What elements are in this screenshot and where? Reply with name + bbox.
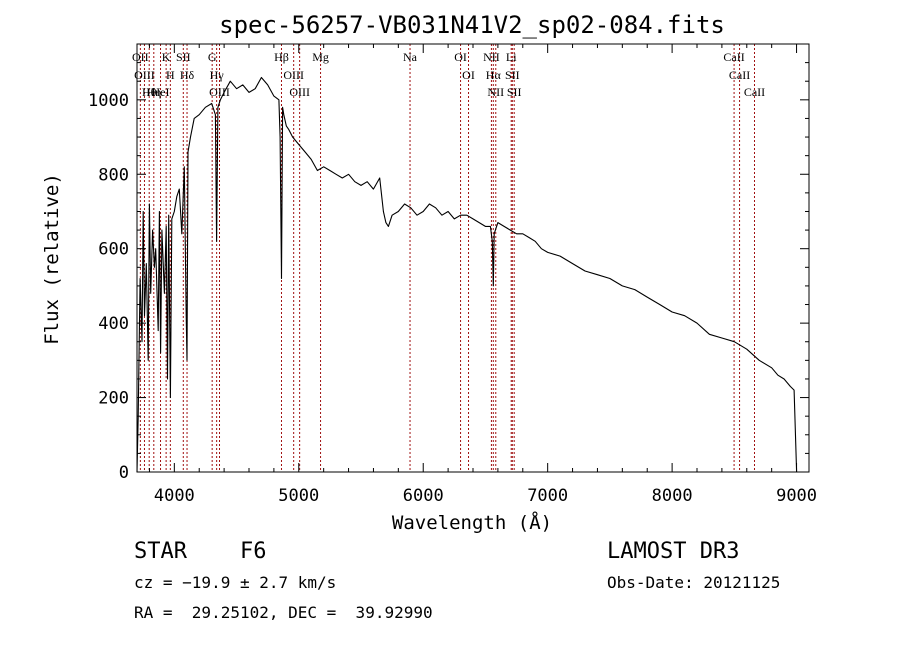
obs-date: Obs-Date: 20121125 — [607, 573, 781, 592]
line-label: OI — [462, 68, 475, 82]
x-tick-label: 4000 — [154, 486, 195, 506]
x-tick-label: 5000 — [278, 486, 319, 506]
line-label: OIII — [209, 85, 230, 99]
x-tick-label: 8000 — [652, 486, 693, 506]
line-label: Hη — [146, 85, 161, 99]
line-label: OII — [132, 50, 149, 64]
spectrum-series — [136, 76, 798, 473]
cz-value: cz = −19.9 ± 2.7 km/s — [134, 573, 337, 592]
y-tick-label: 600 — [98, 240, 129, 260]
line-label: G — [208, 50, 217, 64]
line-label: OIII — [134, 68, 155, 82]
y-tick-label: 400 — [98, 314, 129, 334]
y-tick-label: 800 — [98, 165, 129, 185]
line-label: Li — [506, 50, 517, 64]
line-label: OI — [454, 50, 467, 64]
y-tick-label: 200 — [98, 389, 129, 409]
y-axis-label: Flux (relative) — [41, 173, 63, 345]
line-label: H — [166, 68, 175, 82]
line-label: Hδ — [180, 68, 195, 82]
line-label: Hγ — [210, 68, 225, 82]
class-label: STAR — [134, 539, 187, 564]
line-label: SII — [507, 85, 522, 99]
coordinates: RA = 29.25102, DEC = 39.92990 — [134, 603, 433, 622]
x-tick-label: 9000 — [776, 486, 817, 506]
line-label: OIII — [289, 85, 310, 99]
line-label: Hβ — [274, 50, 289, 64]
x-tick-label: 6000 — [403, 486, 444, 506]
line-label: NII — [487, 85, 504, 99]
line-label: CaII — [744, 85, 765, 99]
line-label: Na — [403, 50, 418, 64]
line-label: NII — [483, 50, 500, 64]
line-label: HeI — [152, 85, 170, 99]
line-marker-layer — [139, 44, 755, 472]
chart-title: spec-56257-VB031N41V2_sp02-084.fits — [219, 11, 725, 39]
line-label: SII — [505, 68, 520, 82]
line-label: K — [162, 50, 171, 64]
line-label: OIII — [283, 68, 304, 82]
y-tick-label: 1000 — [88, 91, 129, 111]
line-label: Hα — [486, 68, 502, 82]
y-tick-label: 0 — [119, 463, 129, 483]
line-label: CaII — [723, 50, 744, 64]
spectrum-layer — [136, 76, 798, 473]
x-tick-label: 7000 — [527, 486, 568, 506]
plot-frame — [136, 43, 810, 473]
y-axis: 0 200 400 600 800 1000 — [88, 62, 809, 483]
line-label: Mg — [312, 50, 329, 64]
line-label: CaII — [729, 68, 750, 82]
line-label-layer: OIIOIIIHθHηHeIKHSIIHδGHγOIIIHβOIIIOIIIMg… — [132, 50, 765, 99]
x-axis-label: Wavelength (Å) — [392, 511, 552, 534]
subclass-label: F6 — [240, 539, 267, 564]
survey-label: LAMOST DR3 — [607, 539, 740, 564]
x-axis: 4000 5000 6000 7000 8000 9000 — [148, 44, 817, 506]
line-label: Hθ — [142, 85, 157, 99]
line-label: SII — [176, 50, 191, 64]
